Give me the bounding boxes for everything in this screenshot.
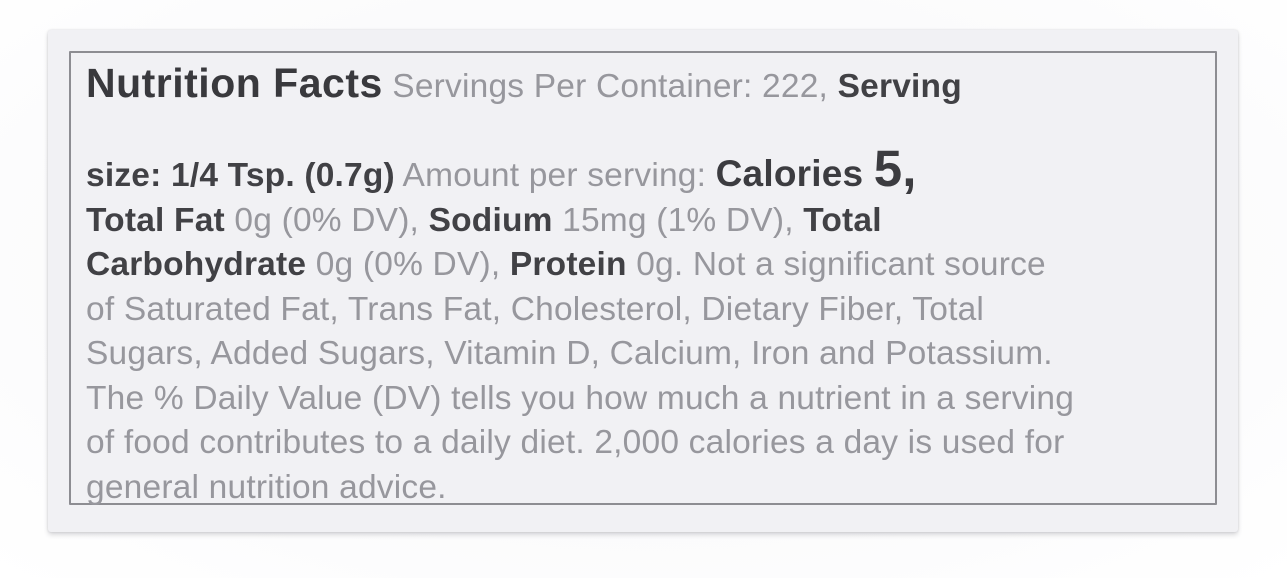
text-segment: 5,	[873, 140, 917, 197]
nutrition-label-text: Nutrition Facts Servings Per Container: …	[71, 53, 1215, 510]
text-segment: Sodium	[428, 201, 553, 239]
text-segment: Amount per serving:	[394, 157, 716, 194]
text-segment: Calories	[715, 153, 874, 194]
text-segment: The % Daily Value (DV) tells you how muc…	[86, 379, 1075, 417]
text-segment: Sugars, Added Sugars, Vitamin D, Calcium…	[86, 335, 1053, 372]
label-text-line: Carbohydrate 0g (0% DV), Protein 0g. Not…	[86, 243, 1200, 288]
label-text-line: The % Daily Value (DV) tells you how muc…	[86, 377, 1200, 422]
text-segment: 0g (0% DV),	[224, 201, 429, 239]
text-segment: 0g (0% DV),	[306, 246, 510, 283]
text-segment: Total	[803, 201, 882, 239]
text-segment: Carbohydrate	[86, 246, 307, 283]
label-text-line: Total Fat 0g (0% DV), Sodium 15mg (1% DV…	[86, 199, 1200, 244]
text-segment: general nutrition advice.	[86, 468, 447, 506]
text-segment: Total Fat	[86, 201, 225, 239]
label-text-line: Nutrition Facts Servings Per Container: …	[86, 55, 1200, 115]
label-text-line: size: 1/4 Tsp. (0.7g) Amount per serving…	[86, 143, 1200, 199]
text-segment: of Saturated Fat, Trans Fat, Cholesterol…	[86, 290, 985, 328]
text-segment: 15mg (1% DV),	[552, 201, 804, 239]
nutrition-label-card: Nutrition Facts Servings Per Container: …	[48, 30, 1238, 532]
text-segment: Protein	[509, 246, 627, 283]
label-text-line: Sugars, Added Sugars, Vitamin D, Calcium…	[86, 332, 1200, 377]
label-text-line: general nutrition advice.	[86, 466, 1200, 511]
label-border-box: Nutrition Facts Servings Per Container: …	[69, 51, 1217, 506]
text-segment: Nutrition Facts	[86, 60, 383, 106]
text-segment: size: 1/4 Tsp. (0.7g)	[86, 157, 395, 194]
text-segment: Serving	[837, 68, 962, 105]
text-segment: Servings Per Container: 222,	[382, 68, 838, 105]
text-segment: of food contributes to a daily diet. 2,0…	[86, 424, 1065, 461]
label-text-line: of Saturated Fat, Trans Fat, Cholesterol…	[86, 288, 1200, 333]
label-text-line: of food contributes to a daily diet. 2,0…	[86, 421, 1200, 466]
text-segment: 0g. Not a significant source	[626, 246, 1046, 283]
